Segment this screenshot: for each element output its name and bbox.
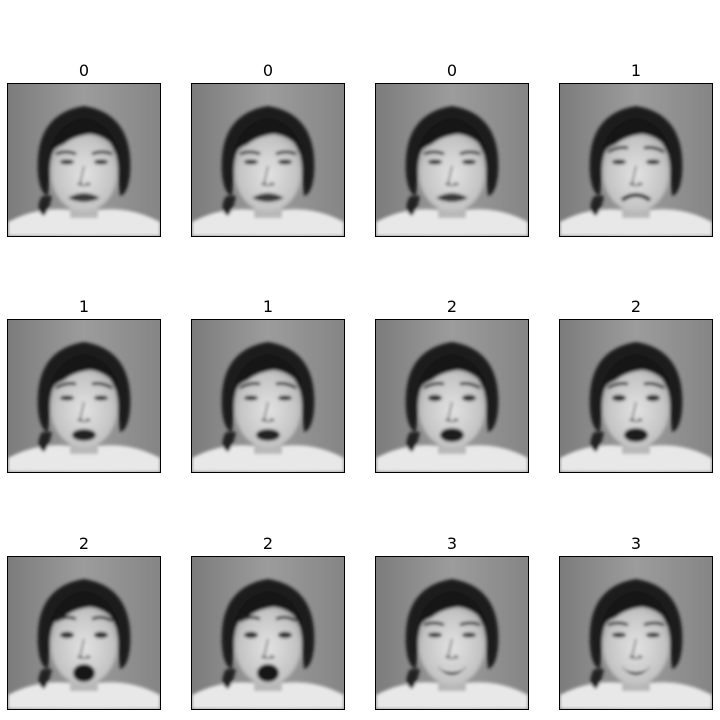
- nostril: [78, 182, 83, 185]
- nostril: [262, 418, 267, 421]
- right-eye: [94, 632, 108, 638]
- face-image: [191, 319, 345, 473]
- left-eye: [244, 396, 258, 401]
- left-eye: [244, 160, 258, 165]
- panel-label: 1: [7, 296, 161, 318]
- left-eye: [428, 160, 442, 165]
- face-image-svg: [560, 557, 712, 709]
- right-eye: [646, 633, 660, 638]
- face-image: [7, 319, 161, 473]
- nostril: [446, 418, 451, 421]
- right-eye: [94, 396, 108, 401]
- left-eye: [60, 160, 74, 165]
- face-image: [375, 83, 529, 237]
- nostril: [638, 655, 643, 658]
- nostril: [270, 182, 275, 185]
- nostril: [262, 655, 267, 658]
- right-eye: [94, 160, 108, 165]
- face-image: [559, 319, 713, 473]
- mouth: [256, 429, 280, 441]
- nostril: [78, 418, 83, 421]
- face-image: [191, 83, 345, 237]
- face-image-svg: [560, 320, 712, 472]
- nostril: [86, 655, 91, 658]
- panel-label: 1: [191, 296, 345, 318]
- nostril: [630, 418, 635, 421]
- left-eye: [612, 395, 626, 401]
- face-image-svg: [192, 84, 344, 236]
- face-image-svg: [560, 84, 712, 236]
- face-image-svg: [376, 320, 528, 472]
- face-image-svg: [8, 557, 160, 709]
- right-eye: [646, 395, 660, 401]
- left-eye: [244, 632, 258, 638]
- nostril: [86, 182, 91, 185]
- face-image-svg: [8, 84, 160, 236]
- nostril: [86, 418, 91, 421]
- nostril: [454, 418, 459, 421]
- left-eye: [428, 633, 442, 638]
- nostril: [638, 418, 643, 421]
- panel-label: 3: [375, 533, 529, 555]
- right-eye: [278, 632, 292, 638]
- face-image: [559, 556, 713, 710]
- nostril: [446, 655, 451, 658]
- mouth: [624, 428, 648, 442]
- face-image-svg: [192, 320, 344, 472]
- face-image-svg: [8, 320, 160, 472]
- face-image-svg: [192, 557, 344, 709]
- mouth: [440, 428, 464, 442]
- mouth: [257, 664, 279, 682]
- face-image: [375, 319, 529, 473]
- mouth: [72, 429, 96, 441]
- panel-label: 0: [375, 60, 529, 82]
- face-image: [7, 556, 161, 710]
- nostril: [454, 182, 459, 185]
- panel-label: 0: [191, 60, 345, 82]
- face-image: [559, 83, 713, 237]
- nostril: [262, 182, 267, 185]
- panel-label: 2: [375, 296, 529, 318]
- nostril: [454, 655, 459, 658]
- nostril: [78, 655, 83, 658]
- nostril: [630, 655, 635, 658]
- right-eye: [462, 160, 476, 165]
- panel-label: 3: [559, 533, 713, 555]
- left-eye: [60, 632, 74, 638]
- right-eye: [462, 633, 476, 638]
- nostril: [270, 418, 275, 421]
- nostril: [446, 182, 451, 185]
- left-eye: [612, 160, 626, 165]
- right-eye: [462, 395, 476, 401]
- panel-label: 2: [559, 296, 713, 318]
- left-eye: [428, 395, 442, 401]
- left-eye: [60, 396, 74, 401]
- panel-label: 2: [7, 533, 161, 555]
- right-eye: [278, 160, 292, 165]
- nostril: [638, 182, 643, 185]
- face-image-svg: [376, 557, 528, 709]
- face-image: [7, 83, 161, 237]
- left-eye: [612, 633, 626, 638]
- right-eye: [278, 396, 292, 401]
- face-image-svg: [376, 84, 528, 236]
- face-image: [375, 556, 529, 710]
- panel-label: 1: [559, 60, 713, 82]
- nostril: [270, 655, 275, 658]
- right-eye: [646, 160, 660, 165]
- panel-label: 2: [191, 533, 345, 555]
- panel-label: 0: [7, 60, 161, 82]
- face-image: [191, 556, 345, 710]
- nostril: [630, 182, 635, 185]
- mouth: [73, 664, 95, 682]
